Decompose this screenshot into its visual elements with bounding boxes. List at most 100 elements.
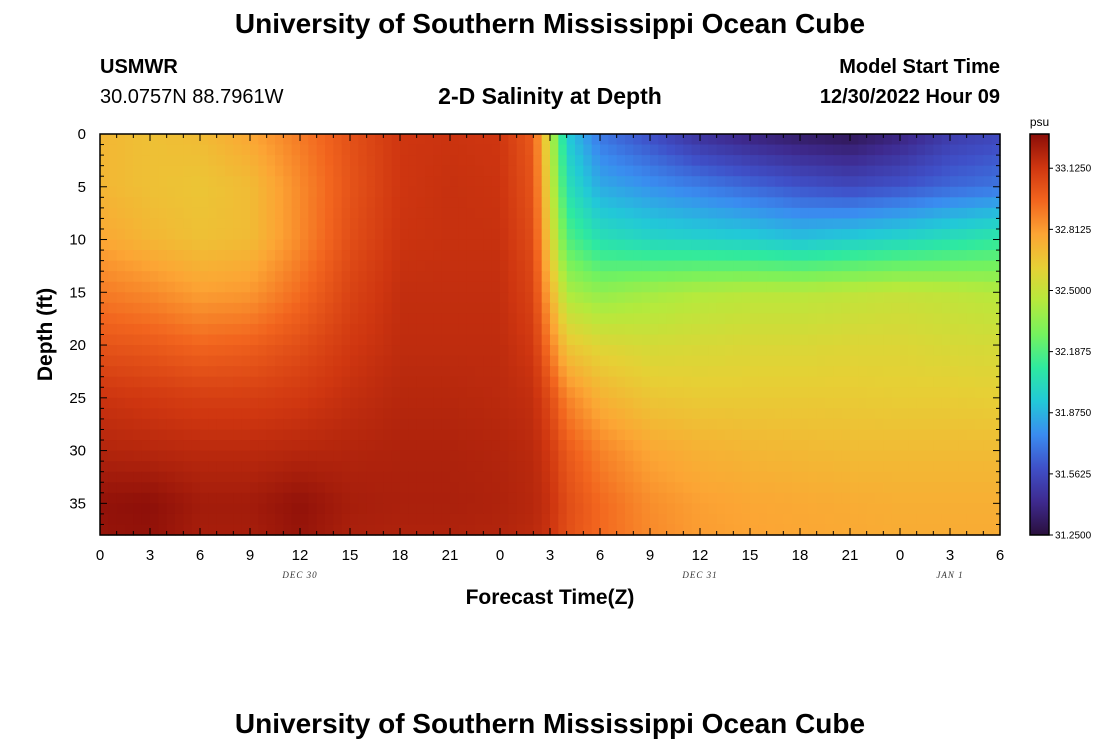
heatmap-cell — [816, 503, 826, 515]
heatmap-cell — [450, 355, 459, 367]
heatmap-cell — [150, 323, 159, 336]
heatmap-cell — [533, 461, 543, 473]
heatmap-cell — [766, 334, 776, 346]
heatmap-cell — [916, 271, 926, 283]
heatmap-cell — [433, 471, 443, 483]
heatmap-cell — [233, 334, 243, 346]
heatmap-cell — [166, 461, 176, 473]
heatmap-cell — [525, 471, 534, 483]
heatmap-cell — [991, 302, 1001, 314]
heatmap-cell — [250, 450, 259, 462]
heatmap-cell — [291, 387, 301, 399]
heatmap-cell — [250, 165, 259, 177]
heatmap-cell — [775, 239, 784, 251]
heatmap-cell — [100, 513, 109, 526]
heatmap-cell — [625, 271, 634, 283]
heatmap-cell — [558, 334, 568, 346]
heatmap-cell — [575, 197, 584, 209]
heatmap-cell — [433, 313, 443, 325]
heatmap-cell — [283, 334, 293, 346]
heatmap-cell — [750, 450, 759, 462]
heatmap-cell — [116, 482, 126, 494]
heatmap-cell — [591, 429, 601, 441]
heatmap-cell — [141, 281, 151, 293]
colorbar-tick-label: 33.1250 — [1055, 164, 1092, 175]
heatmap-cell — [108, 492, 118, 504]
heatmap-cell — [225, 440, 234, 452]
heatmap-cell — [308, 366, 318, 378]
heatmap-cell — [716, 302, 726, 314]
heatmap-cell — [691, 450, 701, 462]
heatmap-cell — [241, 271, 251, 283]
heatmap-cell — [125, 492, 134, 504]
heatmap-cell — [158, 408, 168, 420]
heatmap-cell — [941, 176, 951, 188]
heatmap-cell — [633, 186, 643, 198]
heatmap-cell — [458, 176, 468, 188]
heatmap-cell — [508, 366, 518, 378]
heatmap-cell — [125, 271, 134, 283]
heatmap-cell — [408, 503, 418, 515]
heatmap-cell — [100, 376, 109, 388]
heatmap-cell — [916, 197, 926, 209]
heatmap-cell — [625, 513, 634, 526]
heatmap-cell — [466, 207, 476, 220]
heatmap-cell — [491, 345, 501, 357]
heatmap-cell — [550, 250, 559, 262]
heatmap-cell — [733, 471, 743, 483]
heatmap-cell — [183, 228, 193, 241]
heatmap-cell — [408, 355, 418, 367]
heatmap-cell — [266, 313, 276, 325]
heatmap-cell — [891, 387, 901, 399]
heatmap-cell — [191, 260, 201, 272]
heatmap-cell — [358, 313, 368, 325]
heatmap-cell — [783, 450, 793, 462]
heatmap-cell — [733, 302, 743, 314]
heatmap-cell — [550, 313, 559, 325]
heatmap-cell — [608, 176, 618, 188]
heatmap-cell — [258, 450, 268, 462]
heatmap-cell — [850, 302, 859, 314]
heatmap-cell — [458, 471, 468, 483]
heatmap-cell — [383, 292, 393, 304]
heatmap-cell — [383, 313, 393, 325]
heatmap-cell — [341, 440, 351, 452]
heatmap-cell — [283, 228, 293, 241]
heatmap-cell — [758, 418, 768, 431]
heatmap-cell — [266, 302, 276, 314]
heatmap-cell — [883, 250, 893, 262]
heatmap-cell — [391, 397, 401, 409]
heatmap-cell — [225, 281, 234, 293]
heatmap-cell — [825, 260, 834, 272]
heatmap-cell — [508, 281, 518, 293]
heatmap-cell — [225, 418, 234, 431]
heatmap-cell — [933, 281, 943, 293]
heatmap-cell — [550, 524, 559, 536]
heatmap-cell — [650, 345, 659, 357]
heatmap-cell — [866, 450, 876, 462]
heatmap-cell — [450, 165, 459, 177]
heatmap-cell — [691, 260, 701, 272]
heatmap-cell — [700, 471, 709, 483]
x-tick-label: 3 — [946, 547, 954, 564]
heatmap-cell — [533, 313, 543, 325]
heatmap-cell — [800, 239, 809, 251]
heatmap-cell — [691, 134, 701, 146]
heatmap-cell — [591, 513, 601, 526]
heatmap-cell — [108, 155, 118, 167]
heatmap-cell — [458, 260, 468, 272]
heatmap-cell — [750, 482, 759, 494]
heatmap-cell — [458, 155, 468, 167]
heatmap-cell — [641, 313, 651, 325]
heatmap-cell — [508, 408, 518, 420]
heatmap-cell — [658, 134, 668, 146]
heatmap-cell — [450, 207, 459, 220]
heatmap-cell — [733, 155, 743, 167]
heatmap-cell — [291, 281, 301, 293]
heatmap-cell — [191, 271, 201, 283]
heatmap-cell — [775, 207, 784, 220]
heatmap-cell — [883, 513, 893, 526]
heatmap-cell — [200, 165, 209, 177]
heatmap-cell — [416, 345, 426, 357]
heatmap-cell — [600, 228, 609, 241]
